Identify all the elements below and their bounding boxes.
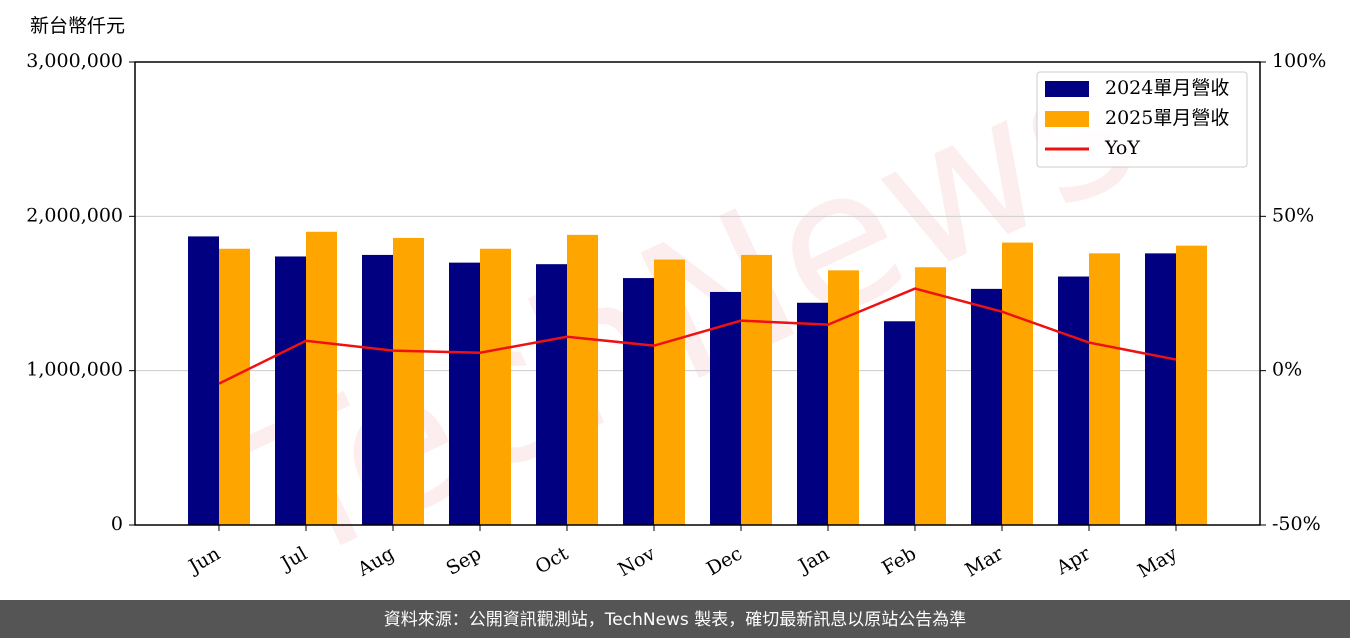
bar [393, 237, 424, 525]
y-axis-label: 新台幣仟元 [30, 15, 125, 37]
plot-frame [134, 61, 1261, 526]
y2-tick-label: 0% [1272, 359, 1302, 381]
legend-label: 2024單月營收 [1105, 77, 1229, 99]
bar [536, 264, 567, 525]
bar [1089, 253, 1120, 525]
bar [567, 234, 598, 525]
y-tick-label: 3,000,000 [26, 50, 123, 72]
bar [710, 291, 741, 525]
bar [1002, 242, 1033, 525]
bar [219, 248, 250, 525]
y-tick-label: 0 [111, 513, 123, 535]
bar [971, 288, 1002, 525]
bar [828, 270, 859, 525]
y-tick-label: 2,000,000 [26, 204, 123, 226]
legend-swatch [1045, 111, 1089, 127]
y2-tick-label: 100% [1272, 50, 1326, 72]
bar [1058, 276, 1089, 525]
bar [1176, 245, 1207, 525]
legend-label: 2025單月營收 [1105, 107, 1229, 129]
bar [362, 254, 393, 525]
y2-tick-label: 50% [1272, 204, 1314, 226]
bar [884, 321, 915, 525]
y-tick-label: 1,000,000 [26, 359, 123, 381]
legend-box [1036, 71, 1248, 168]
bar [623, 278, 654, 525]
bar [1145, 253, 1176, 525]
bar [654, 259, 685, 525]
bar [275, 256, 306, 525]
bar [741, 254, 772, 525]
yoy-line [218, 287, 1177, 385]
legend-swatch [1045, 81, 1089, 97]
y2-tick-label: -50% [1272, 513, 1321, 535]
bar [915, 267, 946, 525]
legend-label: YoY [1104, 137, 1140, 159]
bar [306, 231, 337, 525]
bar [449, 262, 480, 525]
bar [188, 236, 219, 525]
bar [797, 302, 828, 525]
footer-bar [0, 600, 1350, 638]
footer-text: 資料來源：公開資訊觀測站，TechNews 製表，確切最新訊息以原站公告為準 [384, 610, 966, 630]
bar [480, 248, 511, 525]
